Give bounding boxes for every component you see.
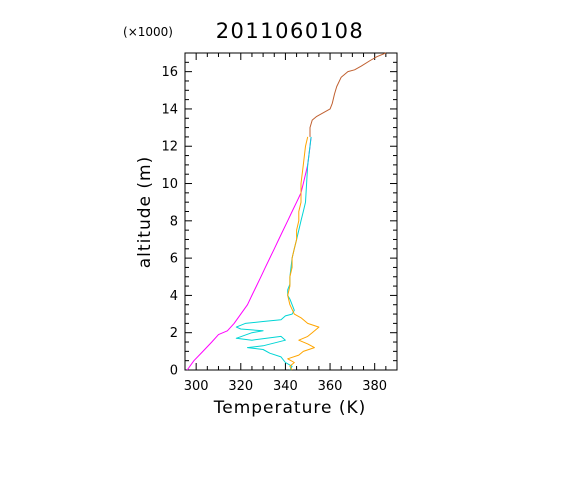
x-tick-label: 320 xyxy=(228,379,253,394)
series-line-2 xyxy=(235,136,312,371)
y-tick-label: 4 xyxy=(170,289,178,304)
y-tick-label: 0 xyxy=(170,364,178,379)
x-tick-label: 340 xyxy=(273,379,298,394)
x-tick-label: 380 xyxy=(362,379,387,394)
y-tick-label: 8 xyxy=(170,214,178,229)
y-tick-label: 2 xyxy=(170,326,178,341)
y-tick-label: 12 xyxy=(161,140,178,155)
chart-title: 2011060108 xyxy=(216,19,365,43)
y-tick-label: 14 xyxy=(161,102,178,117)
series-line-4 xyxy=(309,52,386,137)
plot-frame xyxy=(184,52,398,371)
y-axis-label: altitude (m) xyxy=(135,156,155,268)
x-tick-label: 300 xyxy=(184,379,209,394)
plot-area: 300 320 340 360 380 0 2 4 6 8 10 12 14 16 xyxy=(161,52,398,394)
y-axis-multiplier: (×1000) xyxy=(123,25,173,39)
series-line-1 xyxy=(186,136,312,371)
x-tick-label: 360 xyxy=(318,379,343,394)
y-tick-label: 16 xyxy=(161,65,178,80)
series-line-3 xyxy=(287,136,320,371)
y-tick-label: 6 xyxy=(170,252,178,267)
x-axis-label: Temperature (K) xyxy=(213,398,367,418)
y-tick-label: 10 xyxy=(161,177,178,192)
